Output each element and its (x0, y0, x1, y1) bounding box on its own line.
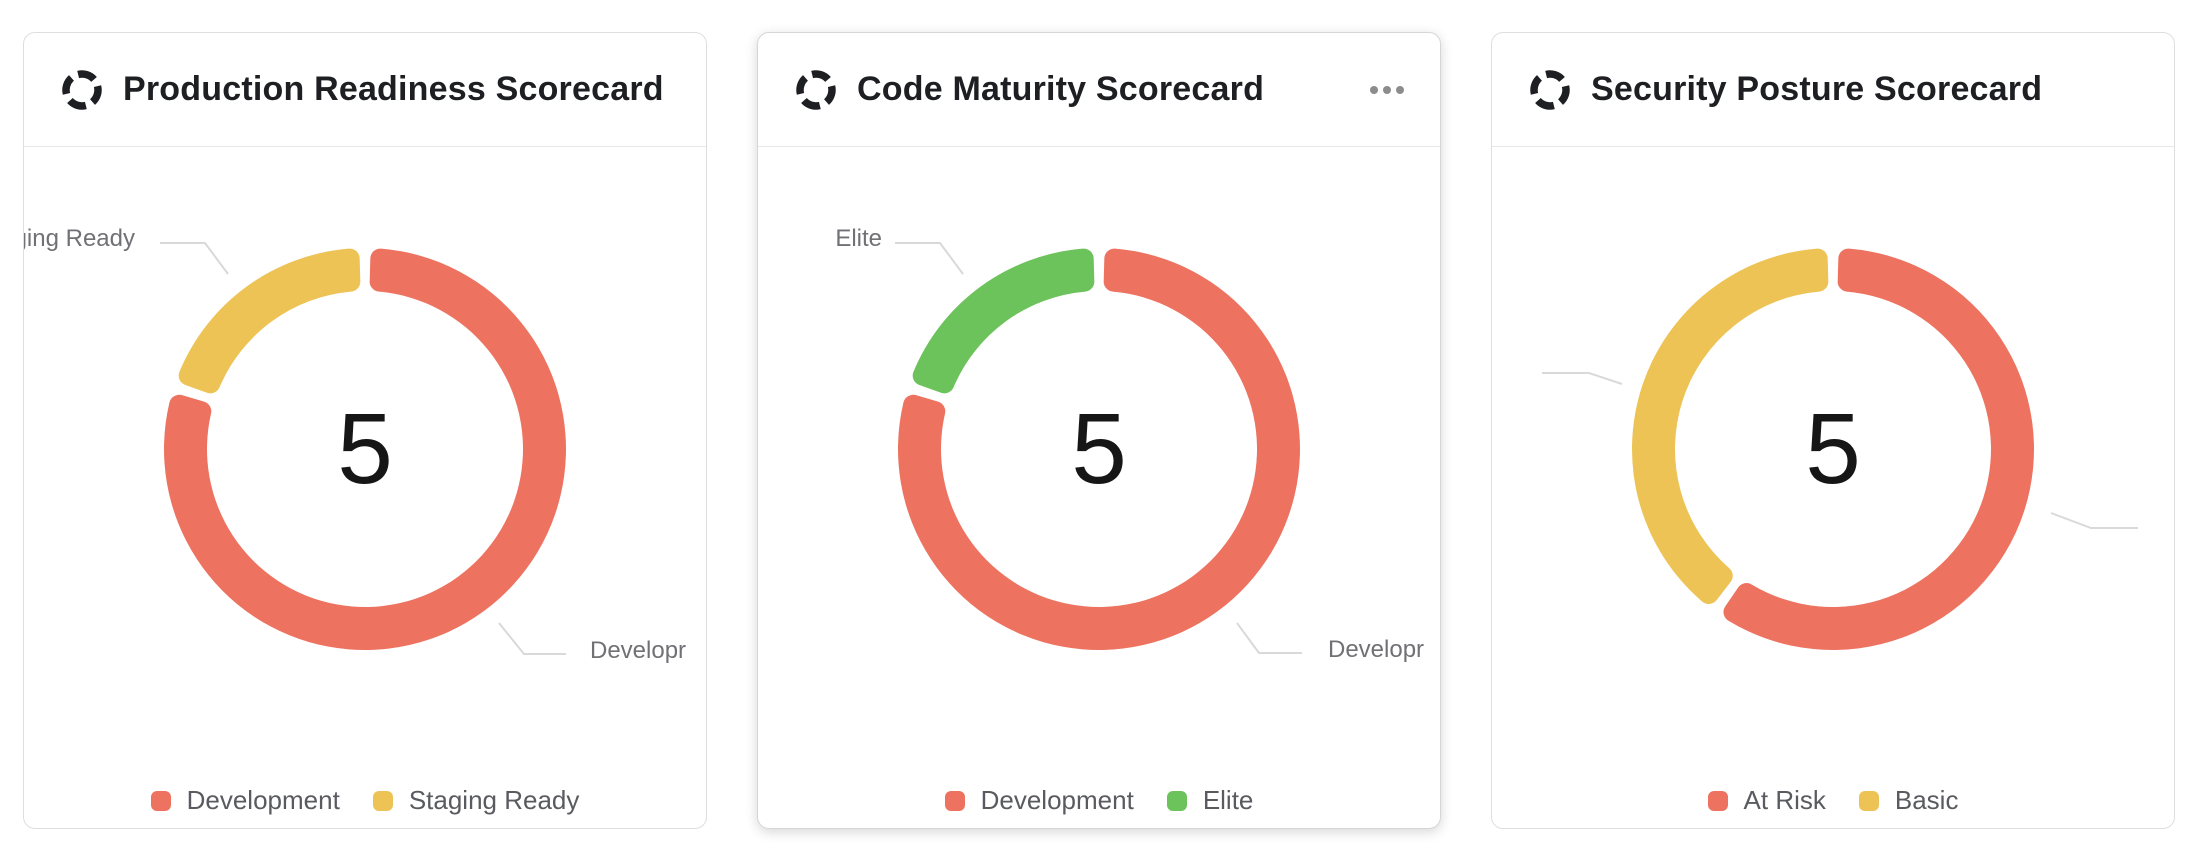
donut-segment-elite[interactable] (912, 248, 1095, 394)
chart-area: Elite Developr 5 Development Elite (758, 147, 1441, 828)
callout-line (2050, 512, 2138, 529)
legend-label: Development (980, 785, 1134, 815)
card-header: Security Posture Scorecard (1492, 33, 2174, 147)
segment-callout-label: Developr (1328, 636, 1424, 663)
legend-item-development[interactable]: Development (944, 785, 1134, 816)
donut-chart-icon (60, 68, 104, 112)
chart-legend: At Risk Basic (1492, 785, 2174, 816)
callout-line (1236, 622, 1302, 654)
legend-swatch (150, 790, 171, 811)
card-title: Production Readiness Scorecard (123, 70, 664, 108)
legend-item-basic[interactable]: Basic (1858, 785, 1959, 816)
card-header: Code Maturity Scorecard (758, 33, 1440, 147)
legend-label: Basic (1894, 785, 1959, 815)
donut-chart[interactable]: Elite Developr (758, 147, 1441, 707)
legend-item-development[interactable]: Development (150, 785, 340, 816)
legend-item-elite[interactable]: Elite (1166, 785, 1254, 816)
ellipsis-dot (1370, 85, 1378, 94)
donut-segment-at-risk[interactable] (1723, 248, 2034, 651)
donut-chart-icon (794, 68, 838, 112)
donut-segment-staging-ready[interactable] (178, 248, 361, 394)
ellipsis-dot (1383, 85, 1391, 94)
chart-legend: Development Elite (758, 785, 1440, 816)
legend-item-at-risk[interactable]: At Risk (1707, 785, 1826, 816)
legend-item-staging-ready[interactable]: Staging Ready (372, 785, 580, 816)
legend-label: Staging Ready (408, 785, 580, 815)
more-options-button[interactable] (1368, 78, 1406, 102)
chart-area: 5 At Risk Basic (1492, 147, 2175, 828)
legend-label: Development (186, 785, 340, 815)
legend-swatch (1707, 790, 1728, 811)
callout-line (1542, 372, 1623, 385)
donut-chart-icon (1528, 68, 1572, 112)
legend-swatch (1858, 790, 1879, 811)
legend-swatch (944, 790, 965, 811)
production-readiness-card: Production Readiness Scorecard Staging R… (23, 32, 707, 829)
card-title: Code Maturity Scorecard (857, 70, 1265, 108)
card-title: Security Posture Scorecard (1591, 70, 2043, 108)
callout-line (895, 242, 964, 275)
segment-callout-label: Developr (590, 637, 686, 664)
legend-label: Elite (1202, 785, 1254, 815)
code-maturity-card: Code Maturity Scorecard Elite Developr 5 … (757, 32, 1441, 829)
ellipsis-dot (1396, 85, 1404, 94)
security-posture-card: Security Posture Scorecard 5 At Risk Bas… (1491, 32, 2175, 829)
segment-callout-label: Staging Ready (24, 225, 135, 252)
donut-chart[interactable]: Staging Ready Developr (24, 147, 707, 707)
card-header: Production Readiness Scorecard (24, 33, 706, 147)
callout-line (498, 622, 566, 655)
legend-swatch (372, 790, 393, 811)
legend-label: At Risk (1743, 785, 1826, 815)
chart-legend: Development Staging Ready (24, 785, 706, 816)
callout-line (160, 242, 229, 275)
donut-segment-basic[interactable] (1632, 248, 1829, 605)
segment-callout-label: Elite (835, 225, 882, 252)
legend-swatch (1166, 790, 1187, 811)
donut-chart[interactable] (1492, 147, 2175, 707)
